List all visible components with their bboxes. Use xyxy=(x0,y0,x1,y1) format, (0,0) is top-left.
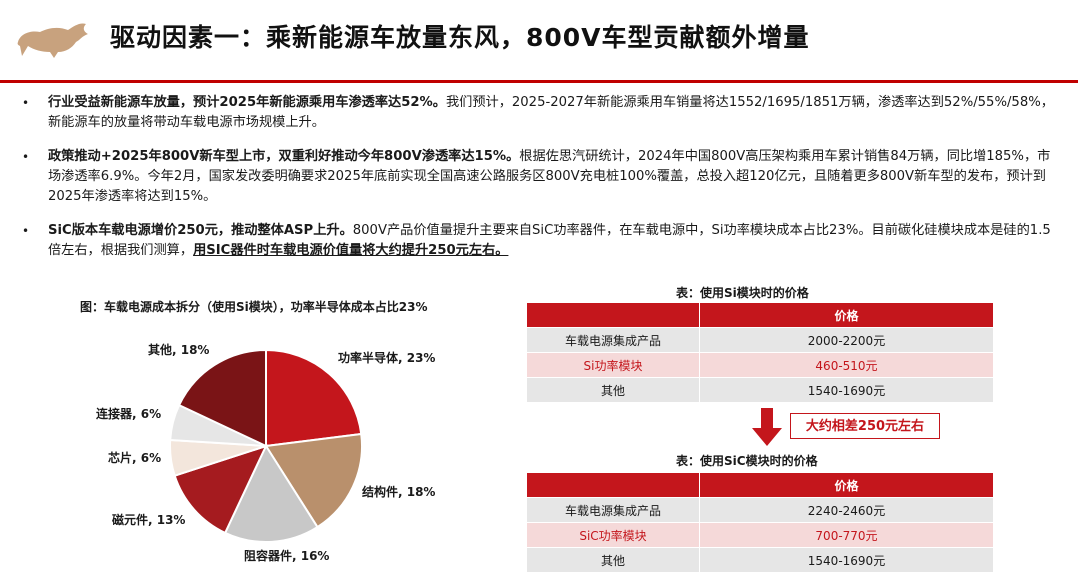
pie-slice xyxy=(223,443,319,543)
table-row: 车载电源集成产品 2000-2200元 xyxy=(526,327,994,353)
bullet-item-2: • 政策推动+2025年800V新车型上市，双重利好推动今年800V渗透率达15… xyxy=(22,147,1062,207)
table1-header-price: 价格 xyxy=(699,302,994,328)
bullet-3-bold: SiC版本车载电源增价250元，推动整体ASP上升。 xyxy=(48,223,353,238)
bullet-3-text: 800V产品价值量提升主要来自SiC功率器件，在车载电源中，Si功率模块成本占比… xyxy=(48,223,1051,258)
table2-cell: 1540-1690元 xyxy=(699,547,994,573)
table-row: 其他 1540-1690元 xyxy=(526,547,994,573)
page-title: 驱动因素一：乘新能源车放量东风，800V车型贡献额外增量 xyxy=(110,23,810,52)
bullet-2-bold: 政策推动+2025年800V新车型上市，双重利好推动今年800V渗透率达15%。 xyxy=(48,149,520,164)
chart-title: 图：车载电源成本拆分（使用Si模块），功率半导体成本占比23% xyxy=(80,300,428,314)
table-row: 车载电源集成产品 2240-2460元 xyxy=(526,497,994,523)
cost-pie-chart: 功率半导体, 23% 结构件, 18% 阻容器件, 16% 磁元件, 13% 芯片, 6… xyxy=(96,342,435,563)
title-divider xyxy=(0,80,1078,83)
table1-cell: Si功率模块 xyxy=(526,352,700,378)
bullet-item-1: • 行业受益新能源车放量，预计2025年新能源乘用车渗透率达52%。我们预计，2… xyxy=(22,93,1062,133)
bullet-dot: • xyxy=(22,150,30,164)
bull-logo-icon xyxy=(17,23,88,59)
bullet-list: • 行业受益新能源车放量，预计2025年新能源乘用车渗透率达52%。我们预计，2… xyxy=(22,93,1062,275)
table2-cell: 700-770元 xyxy=(699,522,994,548)
pie-label: 连接器, 6% xyxy=(96,406,161,421)
pie-slice xyxy=(177,348,267,448)
table2-title: 表：使用SiC模块时的价格 xyxy=(676,454,818,468)
table2-cell: SiC功率模块 xyxy=(526,522,700,548)
pie-slice xyxy=(265,348,363,448)
table1-title: 表：使用Si模块时的价格 xyxy=(676,286,809,300)
table2-cell: 车载电源集成产品 xyxy=(526,497,700,523)
sic-price-table: 价格 车载电源集成产品 2240-2460元 SiC功率模块 700-770元 … xyxy=(526,472,994,573)
price-difference-badge: 大约相差250元左右 xyxy=(790,413,940,439)
table1-cell: 其他 xyxy=(526,377,700,403)
pie-label: 磁元件, 13% xyxy=(111,512,185,527)
pie-label: 结构件, 18% xyxy=(362,484,435,499)
pie-slice xyxy=(173,444,268,535)
bullet-3-underline: 用SIC器件时车载电源价值量将大约提升250元左右。 xyxy=(193,243,509,258)
down-arrow-icon xyxy=(752,408,782,446)
table1-cell: 车载电源集成产品 xyxy=(526,327,700,353)
pie-label: 其他, 18% xyxy=(148,342,209,357)
table2-cell: 其他 xyxy=(526,547,700,573)
table-row: 其他 1540-1690元 xyxy=(526,377,994,403)
table2-header-blank xyxy=(526,472,700,498)
bullet-dot: • xyxy=(22,224,30,238)
table1-cell: 1540-1690元 xyxy=(699,377,994,403)
table1-header-blank xyxy=(526,302,700,328)
bullet-2-text: 根据佐思汽研统计，2024年中国800V高压架构乘用车累计销售84万辆，同比增1… xyxy=(48,149,1051,204)
table1-cell: 2000-2200元 xyxy=(699,327,994,353)
bullet-dot: • xyxy=(22,96,30,110)
bullet-1-bold: 行业受益新能源车放量，预计2025年新能源乘用车渗透率达52%。 xyxy=(48,95,446,110)
pie-label: 功率半导体, 23% xyxy=(338,350,435,365)
bullet-item-3: • SiC版本车载电源增价250元，推动整体ASP上升。800V产品价值量提升主… xyxy=(22,221,1062,261)
table2-header-price: 价格 xyxy=(699,472,994,498)
pie-label: 芯片, 6% xyxy=(108,450,161,465)
table-row: Si功率模块 460-510元 xyxy=(526,352,994,378)
table2-cell: 2240-2460元 xyxy=(699,497,994,523)
pie-slice xyxy=(264,432,363,529)
bullet-1-text: 我们预计，2025-2027年新能源乘用车销量将达1552/1695/1851万… xyxy=(48,95,1054,130)
table1-cell: 460-510元 xyxy=(699,352,994,378)
table-row: SiC功率模块 700-770元 xyxy=(526,522,994,548)
pie-label: 阻容器件, 16% xyxy=(244,548,329,563)
si-price-table: 价格 车载电源集成产品 2000-2200元 Si功率模块 460-510元 其… xyxy=(526,302,994,403)
